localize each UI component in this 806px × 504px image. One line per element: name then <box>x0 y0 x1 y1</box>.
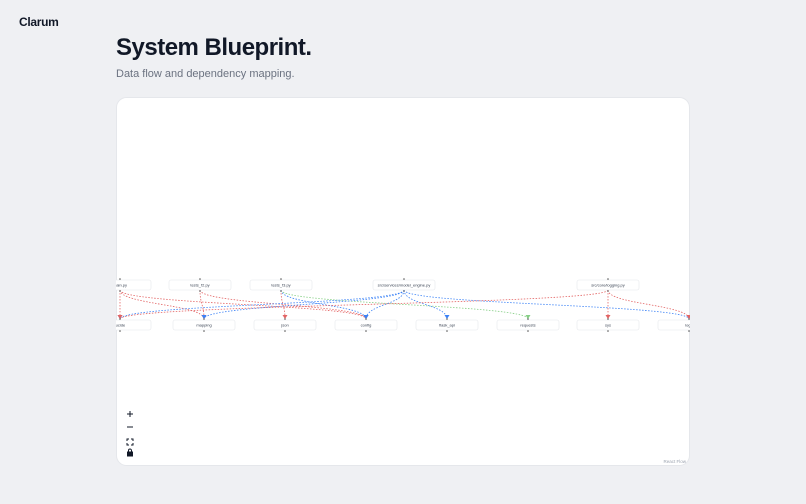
bottom-node[interactable]: mapping <box>172 318 236 332</box>
page-title: System Blueprint. <box>116 34 312 61</box>
flow-graph: main.py tests_f2.py tests_f3.py src/service… <box>116 278 690 332</box>
node-handle <box>527 330 529 332</box>
node-label: tests_f3.py <box>271 283 290 288</box>
edge <box>119 289 205 320</box>
node-handle <box>199 290 201 292</box>
node-label: config <box>361 323 372 328</box>
edge <box>203 289 405 320</box>
node-label: tests_f2.py <box>190 283 209 288</box>
edge <box>365 289 405 320</box>
edge <box>280 289 286 320</box>
bottom-node[interactable]: lucide <box>116 318 152 332</box>
node-box <box>172 319 236 331</box>
bottom-node[interactable]: sys <box>576 318 640 332</box>
edge <box>199 289 367 320</box>
bottom-node[interactable]: logg <box>657 318 690 332</box>
node-label: mapping <box>196 323 211 328</box>
bottom-node[interactable]: config <box>334 318 398 332</box>
node-handle <box>688 330 690 332</box>
node-label: src/core/logging.py <box>591 283 625 288</box>
edge <box>403 289 448 320</box>
node-label: requests <box>520 323 535 328</box>
node-handle <box>527 318 529 320</box>
node-handle <box>119 318 121 320</box>
edge-arrow <box>282 315 288 319</box>
node-box <box>168 279 232 291</box>
fit-view[interactable] <box>126 438 134 446</box>
bottom-node[interactable]: flask_api <box>415 318 479 332</box>
node-handle <box>365 318 367 320</box>
edge-arrow <box>444 315 450 319</box>
edge-arrow <box>605 315 611 319</box>
node-handle <box>607 318 609 320</box>
node-handle <box>446 330 448 332</box>
node-box <box>116 319 152 331</box>
node-handle <box>284 330 286 332</box>
edge-arrow <box>201 315 207 319</box>
top-node[interactable]: src/services/model_engine.py <box>372 278 436 292</box>
node-handle <box>280 278 282 280</box>
edge-arrow <box>363 315 369 319</box>
node-box <box>372 279 436 291</box>
node-handle <box>688 318 690 320</box>
node-handle <box>199 278 201 280</box>
bottom-node[interactable]: requests <box>496 318 560 332</box>
node-label: sys <box>605 323 611 328</box>
node-handle <box>203 318 205 320</box>
node-box <box>576 279 640 291</box>
edge <box>119 289 367 320</box>
page-subtitle: Data flow and dependency mapping. <box>116 68 295 80</box>
node-handle <box>607 290 609 292</box>
top-node[interactable]: main.py <box>116 278 152 292</box>
node-box <box>249 279 313 291</box>
node-box <box>657 319 690 331</box>
bottom-node[interactable]: json <box>253 318 317 332</box>
node-handle <box>446 318 448 320</box>
edge <box>280 289 529 320</box>
controls <box>126 411 134 457</box>
top-node[interactable]: tests_f3.py <box>249 278 313 292</box>
edge-arrow <box>117 315 123 319</box>
node-box <box>496 319 560 331</box>
node-handle <box>607 330 609 332</box>
node-box <box>334 319 398 331</box>
brand[interactable]: Clarum <box>19 15 59 29</box>
node-label: main.py <box>116 283 127 288</box>
node-handle <box>365 330 367 332</box>
node-label: lucide <box>116 323 126 328</box>
attribution[interactable]: React Flow <box>663 459 686 464</box>
node-handle <box>203 330 205 332</box>
node-label: flask_api <box>439 323 455 328</box>
node-handle <box>119 330 121 332</box>
node-box <box>415 319 479 331</box>
flow-canvas[interactable]: main.py tests_f2.py tests_f3.py src/service… <box>116 97 690 466</box>
node-label: logg <box>685 323 690 328</box>
edge <box>280 289 367 320</box>
node-box <box>116 279 152 291</box>
node-label: json <box>280 323 288 328</box>
edge-arrow <box>686 315 690 319</box>
lock[interactable] <box>127 448 133 457</box>
edge <box>199 289 205 320</box>
edge-arrow <box>525 315 531 319</box>
node-handle <box>284 318 286 320</box>
node-box <box>253 319 317 331</box>
node-handle <box>119 290 121 292</box>
node-handle <box>403 290 405 292</box>
node-handle <box>119 278 121 280</box>
zoom-in[interactable] <box>127 411 133 417</box>
node-handle <box>280 290 282 292</box>
node-handle <box>403 278 405 280</box>
node-handle <box>607 278 609 280</box>
top-node[interactable]: tests_f2.py <box>168 278 232 292</box>
node-box <box>576 319 640 331</box>
top-node[interactable]: src/core/logging.py <box>576 278 640 292</box>
edge <box>403 289 690 320</box>
node-label: src/services/model_engine.py <box>378 283 431 288</box>
